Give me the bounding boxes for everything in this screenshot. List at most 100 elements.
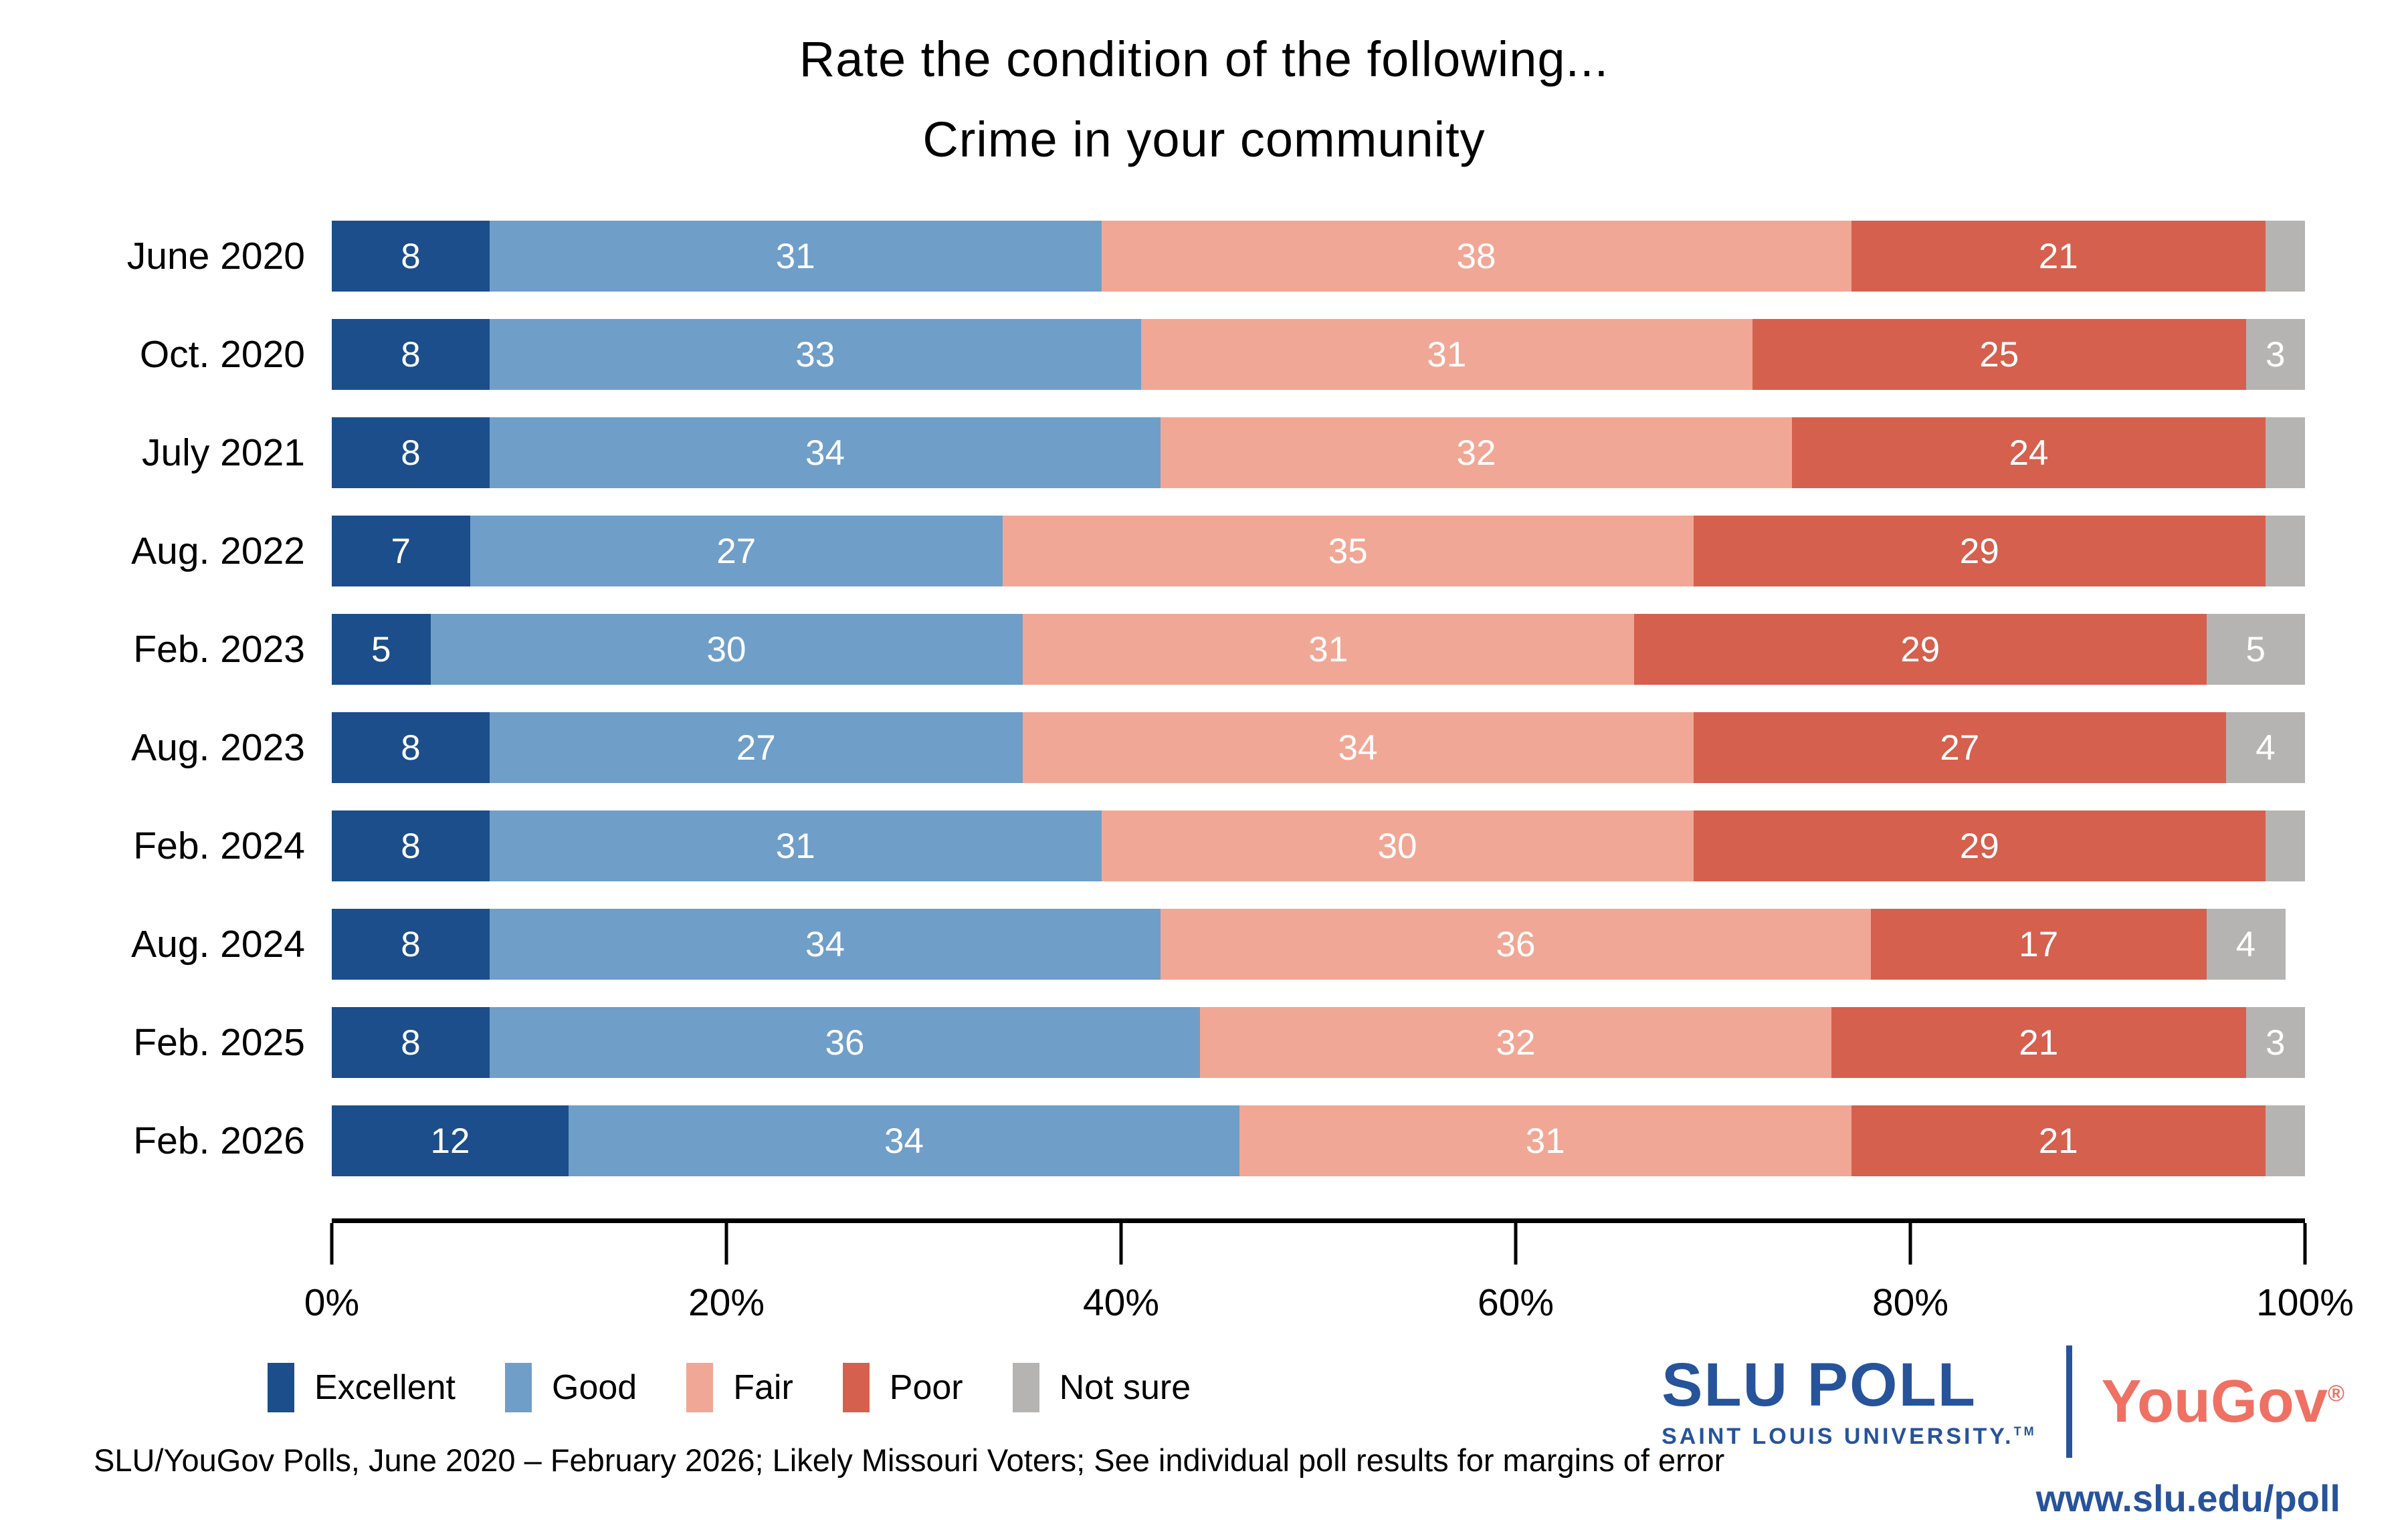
bar-value-label: 3 [2266,334,2286,374]
chart-title: Rate the condition of the following... C… [0,35,2408,195]
x-axis: 0% 20% 40% 60% 80% 100% [304,1218,2354,1324]
axis-tick [2303,1223,2307,1265]
bar-segment-good: 27 [490,712,1023,783]
bar-segment-good: 34 [490,909,1161,980]
bar-value-label: 17 [2019,924,2059,964]
bar-value-label: 4 [2255,728,2276,768]
bar-segment-good: 27 [470,516,1003,586]
slu-university-label: SAINT LOUIS UNIVERSITY.TM [1662,1424,2037,1450]
bar-segment-excellent: 8 [332,1007,490,1078]
axis-tick [1908,1223,1912,1265]
bar-segment-good: 30 [430,614,1023,685]
legend-item-not-sure: Not sure [1012,1363,1191,1412]
bar-value-label: 32 [1496,1022,1536,1063]
bar-track: 12 34 31 21 [332,1105,2305,1176]
legend: Excellent Good Fair Poor Not sure [268,1363,1191,1412]
bar-value-label: 29 [1900,629,1940,669]
bar-value-label: 21 [2038,236,2078,276]
bar-segment-fair: 38 [1101,221,1851,292]
bar-segment-excellent: 8 [332,319,490,390]
slu-poll-logo: SLU POLL SAINT LOUIS UNIVERSITY.TM [1662,1354,2037,1450]
slu-poll-wordmark: SLU POLL [1662,1350,1977,1419]
bar-value-label: 30 [706,629,746,669]
bar-segment-excellent: 8 [332,712,490,783]
bar-value-label: 8 [401,1022,421,1063]
bar-segment-not-sure [2266,221,2305,292]
bar-segment-not-sure [2266,1105,2305,1176]
row-label: Feb. 2026 [133,1119,305,1162]
axis-tick-label: 40% [1082,1281,1160,1324]
legend-swatch-poor [842,1363,870,1412]
bar-value-label: 36 [825,1022,865,1063]
bar-value-label: 34 [1338,728,1378,768]
bar-value-label: 35 [1328,531,1368,571]
bar-value-label: 4 [2235,924,2256,964]
axis-tick-label: 80% [1872,1281,1949,1324]
bar-segment-good: 31 [490,221,1102,292]
chart-title-line1: Rate the condition of the following... [799,31,1609,87]
legend-item-excellent: Excellent [268,1363,456,1412]
bar-segment-excellent: 8 [332,417,490,488]
slu-poll-url-row: www.slu.edu/poll [1662,1477,2344,1520]
bar-track: 8 31 38 21 [332,221,2305,292]
row-label: June 2020 [126,235,305,278]
bar-value-label: 3 [2266,1022,2286,1063]
bar-segment-excellent: 12 [332,1105,569,1176]
axis-tick [1514,1223,1518,1265]
bar-value-label: 8 [401,236,421,276]
legend-item-good: Good [505,1363,637,1412]
bar-row-aug.-2024: Aug. 2024 8 34 36 17 4 [0,909,2408,980]
source-note: SLU/YouGov Polls, June 2020 – February 2… [94,1442,1725,1478]
bar-segment-fair: 31 [1022,614,1634,685]
bar-segment-not-sure: 3 [2245,319,2305,390]
bar-row-aug.-2022: Aug. 2022 7 27 35 29 [0,516,2408,586]
axis-tick [1119,1223,1123,1265]
bar-value-label: 8 [401,826,421,866]
bar-segment-poor: 21 [1851,221,2266,292]
bar-segment-good: 31 [490,810,1102,881]
bar-value-label: 8 [401,924,421,964]
bar-segment-good: 34 [490,417,1161,488]
bar-value-label: 34 [884,1121,924,1161]
bar-track: 5 30 31 29 5 [332,614,2305,685]
bar-segment-poor: 17 [1871,909,2207,980]
row-label: Aug. 2023 [131,726,305,769]
legend-item-fair: Fair [686,1363,793,1412]
slu-poll-url: www.slu.edu/poll [2035,1477,2340,1519]
bar-value-label: 38 [1456,236,1496,276]
bar-value-label: 31 [1525,1121,1565,1161]
bar-segment-not-sure [2266,516,2305,586]
bar-track: 8 27 34 27 4 [332,712,2305,783]
bar-segment-good: 33 [490,319,1141,390]
bar-track: 8 36 32 21 3 [332,1007,2305,1078]
bar-segment-not-sure: 4 [2206,909,2286,980]
bar-segment-fair: 36 [1161,909,1871,980]
bar-row-oct.-2020: Oct. 2020 8 33 31 25 3 [0,319,2408,390]
yougov-registered-mark: ® [2327,1381,2344,1406]
bar-segment-excellent: 8 [332,810,490,881]
axis-tick-label: 100% [2256,1281,2354,1324]
axis-tick-label: 20% [688,1281,765,1324]
bar-value-label: 27 [736,728,776,768]
bar-value-label: 32 [1456,433,1496,473]
bar-segment-excellent: 8 [332,909,490,980]
bar-segment-fair: 32 [1161,417,1792,488]
bar-value-label: 27 [1940,728,1980,768]
bar-value-label: 5 [2245,629,2266,669]
bar-track: 8 31 30 29 [332,810,2305,881]
bar-row-june-2020: June 2020 8 31 38 21 [0,221,2408,292]
bar-row-feb.-2023: Feb. 2023 5 30 31 29 5 [0,614,2408,685]
bar-value-label: 8 [401,433,421,473]
bar-segment-poor: 25 [1752,319,2246,390]
row-label: Aug. 2022 [131,530,305,572]
branding-block: SLU POLL SAINT LOUIS UNIVERSITY.TM YouGo… [1662,1345,2344,1520]
bar-row-july-2021: July 2021 8 34 32 24 [0,417,2408,488]
bar-segment-good: 34 [569,1105,1239,1176]
bar-segment-excellent: 8 [332,221,490,292]
bar-segment-poor: 29 [1693,516,2266,586]
bar-value-label: 24 [2009,433,2049,473]
bar-value-label: 29 [1959,826,1999,866]
bar-segment-excellent: 7 [332,516,470,586]
bar-value-label: 34 [805,924,845,964]
bar-segment-not-sure: 3 [2245,1007,2305,1078]
